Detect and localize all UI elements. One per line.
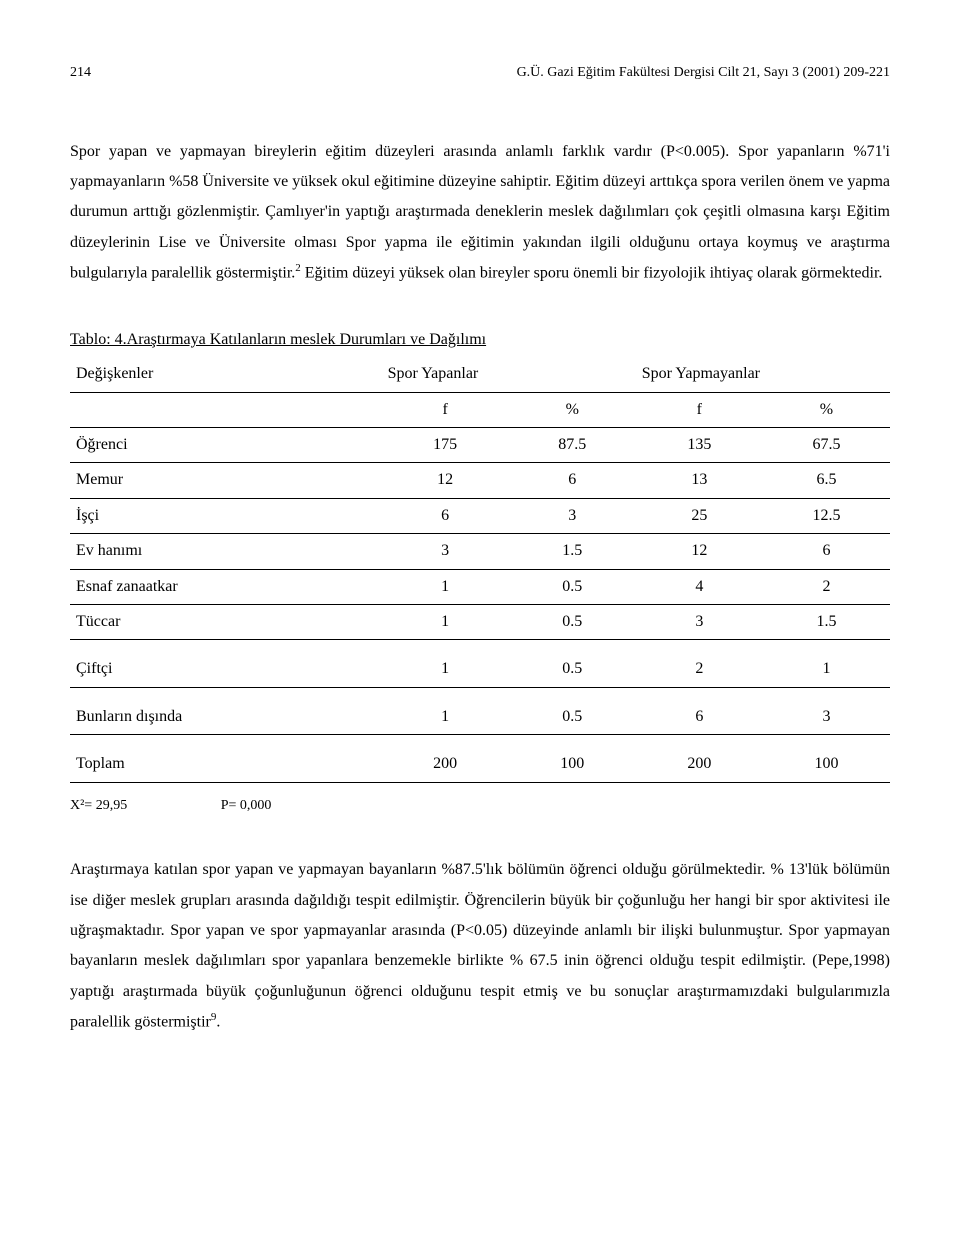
running-header: 214 G.Ü. Gazi Eğitim Fakültesi Dergisi C… xyxy=(70,60,890,87)
row-value: 13 xyxy=(636,463,763,498)
para1-tail: Eğitim düzeyi yüksek olan bireyler sporu… xyxy=(301,264,883,281)
row-label: Memur xyxy=(70,463,382,498)
row-value: 1 xyxy=(382,605,509,640)
row-label: Toplam xyxy=(70,735,382,782)
row-value: 1 xyxy=(382,640,509,687)
journal-ref: G.Ü. Gazi Eğitim Fakültesi Dergisi Cilt … xyxy=(517,60,890,87)
row-value: 12.5 xyxy=(763,498,890,533)
row-value: 1 xyxy=(763,640,890,687)
row-value: 87.5 xyxy=(509,428,636,463)
hdr-blank xyxy=(70,392,382,427)
row-value: 3 xyxy=(509,498,636,533)
para1-text: Spor yapan ve yapmayan bireylerin eğitim… xyxy=(70,143,890,282)
table-row: Memur126136.5 xyxy=(70,463,890,498)
row-value: 135 xyxy=(636,428,763,463)
paragraph-2: Araştırmaya katılan spor yapan ve yapmay… xyxy=(70,855,890,1038)
table-row: Çiftçi10.521 xyxy=(70,640,890,687)
row-value: 6 xyxy=(382,498,509,533)
row-value: 1.5 xyxy=(763,605,890,640)
para2-tail: . xyxy=(216,1013,220,1030)
table-row: İşçi632512.5 xyxy=(70,498,890,533)
row-value: 4 xyxy=(636,569,763,604)
table-row: Tüccar10.531.5 xyxy=(70,605,890,640)
hdr-group1: Spor Yapanlar xyxy=(382,357,636,392)
row-value: 175 xyxy=(382,428,509,463)
row-value: 6 xyxy=(636,687,763,734)
hdr-p1: % xyxy=(509,392,636,427)
hdr-f1: f xyxy=(382,392,509,427)
row-value: 200 xyxy=(636,735,763,782)
row-value: 1.5 xyxy=(509,534,636,569)
row-value: 12 xyxy=(636,534,763,569)
row-value: 25 xyxy=(636,498,763,533)
row-value: 0.5 xyxy=(509,687,636,734)
para2-text: Araştırmaya katılan spor yapan ve yapmay… xyxy=(70,861,890,1030)
row-value: 3 xyxy=(382,534,509,569)
row-label: Esnaf zanaatkar xyxy=(70,569,382,604)
row-label: Çiftçi xyxy=(70,640,382,687)
table4-header-row2: f % f % xyxy=(70,392,890,427)
row-label: Öğrenci xyxy=(70,428,382,463)
row-value: 0.5 xyxy=(509,569,636,604)
hdr-f2: f xyxy=(636,392,763,427)
row-label: Ev hanımı xyxy=(70,534,382,569)
hdr-p2: % xyxy=(763,392,890,427)
table-row: Öğrenci17587.513567.5 xyxy=(70,428,890,463)
page-number: 214 xyxy=(70,60,91,87)
table-row: Esnaf zanaatkar10.542 xyxy=(70,569,890,604)
row-value: 3 xyxy=(763,687,890,734)
row-label: Bunların dışında xyxy=(70,687,382,734)
p-value: P= 0,000 xyxy=(221,798,272,813)
hdr-variables: Değişkenler xyxy=(70,357,382,392)
row-value: 3 xyxy=(636,605,763,640)
row-label: Tüccar xyxy=(70,605,382,640)
row-value: 0.5 xyxy=(509,640,636,687)
row-value: 2 xyxy=(636,640,763,687)
row-value: 100 xyxy=(509,735,636,782)
row-value: 1 xyxy=(382,569,509,604)
row-value: 2 xyxy=(763,569,890,604)
table4-title: Tablo: 4.Araştırmaya Katılanların meslek… xyxy=(70,325,890,355)
row-value: 6 xyxy=(763,534,890,569)
table4-footnote: X²= 29,95 P= 0,000 xyxy=(70,793,890,820)
hdr-group2: Spor Yapmayanlar xyxy=(636,357,890,392)
row-value: 100 xyxy=(763,735,890,782)
table4-header-row1: Değişkenler Spor Yapanlar Spor Yapmayanl… xyxy=(70,357,890,392)
row-value: 200 xyxy=(382,735,509,782)
paragraph-1: Spor yapan ve yapmayan bireylerin eğitim… xyxy=(70,137,890,289)
row-value: 0.5 xyxy=(509,605,636,640)
table-row: Ev hanımı31.5126 xyxy=(70,534,890,569)
chi-square: X²= 29,95 xyxy=(70,798,127,813)
row-value: 6 xyxy=(509,463,636,498)
row-value: 67.5 xyxy=(763,428,890,463)
row-value: 6.5 xyxy=(763,463,890,498)
table4: Değişkenler Spor Yapanlar Spor Yapmayanl… xyxy=(70,357,890,782)
row-label: İşçi xyxy=(70,498,382,533)
row-value: 1 xyxy=(382,687,509,734)
table-row: Bunların dışında10.563 xyxy=(70,687,890,734)
table-row: Toplam200100200100 xyxy=(70,735,890,782)
row-value: 12 xyxy=(382,463,509,498)
